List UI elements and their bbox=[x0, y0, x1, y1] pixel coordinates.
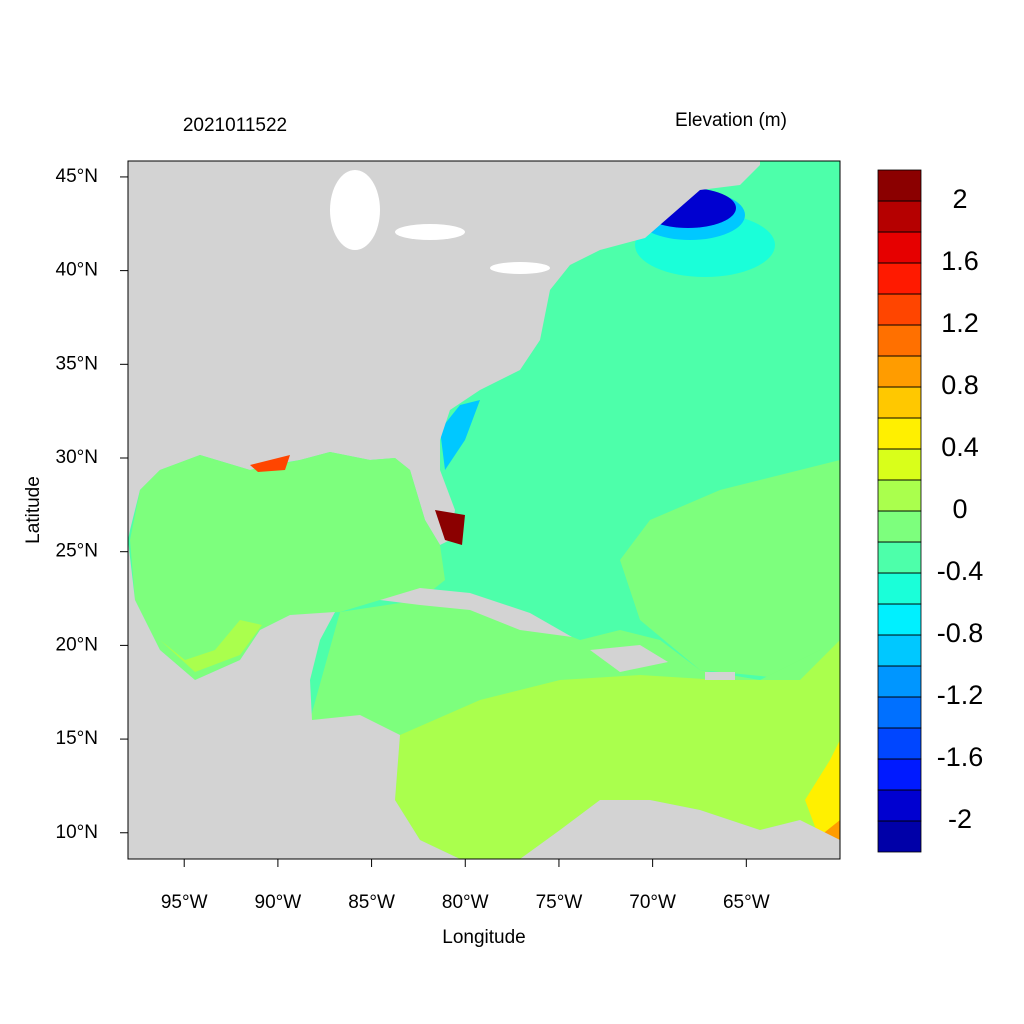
y-axis-label: Latitude bbox=[23, 476, 44, 544]
colorbar-box bbox=[877, 200, 922, 233]
florida-tip bbox=[435, 510, 465, 545]
x-tick-label: 85°W bbox=[348, 892, 395, 913]
colorbar-tick-label: -1.6 bbox=[937, 742, 984, 772]
colorbar-tick-label: 0.8 bbox=[941, 370, 979, 400]
colorbar-box bbox=[877, 262, 922, 295]
plot-frame bbox=[127, 160, 841, 860]
colorbar-box bbox=[877, 448, 922, 481]
colorbar-box bbox=[877, 758, 922, 791]
land bbox=[460, 800, 840, 859]
land bbox=[128, 161, 760, 545]
lake bbox=[330, 170, 380, 250]
colorbar-box bbox=[877, 355, 922, 388]
colorbar-box bbox=[877, 386, 922, 419]
colorbar-tick-label: 1.6 bbox=[941, 246, 979, 276]
x-tick-label: 65°W bbox=[723, 892, 770, 913]
y-tick-label: 10°N bbox=[56, 822, 98, 843]
x-tick-label: 95°W bbox=[161, 892, 208, 913]
x-tick-label: 80°W bbox=[442, 892, 489, 913]
y-tick-label: 15°N bbox=[56, 728, 98, 749]
gulf-of-mexico bbox=[130, 452, 445, 680]
colorbar-box bbox=[877, 572, 922, 605]
colorbar-box bbox=[877, 634, 922, 667]
colorbar-tick-label: -2 bbox=[948, 804, 972, 834]
colorbar-tick-label: 1.2 bbox=[941, 308, 979, 338]
y-tick-label: 35°N bbox=[56, 353, 98, 374]
lake bbox=[490, 262, 550, 274]
colorbar-box bbox=[877, 603, 922, 636]
colorbar-box bbox=[877, 169, 922, 202]
colorbar-tick-label: 0.4 bbox=[941, 432, 979, 462]
y-tick-label: 45°N bbox=[56, 166, 98, 187]
x-axis-label: Longitude bbox=[442, 927, 525, 948]
colorbar-box bbox=[877, 293, 922, 326]
colorbar-box bbox=[877, 727, 922, 760]
x-tick-label: 75°W bbox=[536, 892, 583, 913]
y-tick-label: 30°N bbox=[56, 447, 98, 468]
colorbar-title: Elevation (m) bbox=[675, 110, 787, 131]
colorbar-box bbox=[877, 696, 922, 729]
east-atlantic bbox=[620, 460, 840, 680]
colorbar-tick-label: 0 bbox=[952, 494, 967, 524]
colorbar-box bbox=[877, 665, 922, 698]
colorbar-box bbox=[877, 479, 922, 512]
puerto-rico bbox=[705, 672, 735, 680]
colorbar-box bbox=[877, 417, 922, 450]
title: 2021011522 bbox=[183, 115, 287, 136]
x-tick-label: 90°W bbox=[255, 892, 302, 913]
coast-low bbox=[440, 400, 480, 470]
colorbar-box bbox=[877, 541, 922, 574]
y-tick-label: 20°N bbox=[56, 634, 98, 655]
colorbar-tick-label: -0.4 bbox=[937, 556, 984, 586]
hispaniola bbox=[590, 645, 668, 672]
y-tick-label: 25°N bbox=[56, 541, 98, 562]
map bbox=[128, 161, 840, 859]
y-tick-label: 40°N bbox=[56, 260, 98, 281]
coast-high bbox=[250, 455, 290, 472]
x-tick-label: 70°W bbox=[629, 892, 676, 913]
colorbar-tick-label: -1.2 bbox=[937, 680, 984, 710]
colorbar-box bbox=[877, 820, 922, 853]
colorbar-box bbox=[877, 324, 922, 357]
colorbar-tick-label: -0.8 bbox=[937, 618, 984, 648]
south-caribbean bbox=[395, 640, 840, 859]
colorbar-tick-label: 2 bbox=[952, 184, 967, 214]
colorbar-box bbox=[877, 510, 922, 543]
cuba bbox=[380, 588, 572, 637]
land bbox=[128, 540, 460, 859]
gulf-shelf bbox=[160, 620, 262, 672]
colorbar-box bbox=[877, 231, 922, 264]
colorbar-box bbox=[877, 789, 922, 822]
lake bbox=[395, 224, 465, 240]
